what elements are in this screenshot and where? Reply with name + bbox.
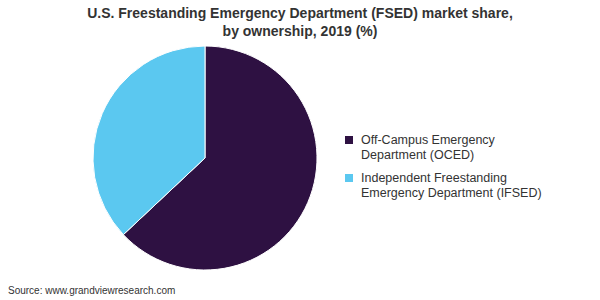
pie-slice <box>93 46 205 235</box>
source: Source: www.grandviewresearch.com <box>8 285 175 296</box>
chart: U.S. Freestanding Emergency Department (… <box>0 0 600 300</box>
pie <box>93 46 317 270</box>
title: U.S. Freestanding Emergency Department (… <box>87 5 513 39</box>
legend-label: Off-Campus EmergencyDepartment (OCED) <box>361 133 496 162</box>
legend: Off-Campus EmergencyDepartment (OCED) Ind… <box>345 133 542 200</box>
legend-swatch <box>345 174 353 182</box>
legend-label: Independent FreestandingEmergency Depart… <box>361 171 542 200</box>
legend-swatch <box>345 136 353 144</box>
